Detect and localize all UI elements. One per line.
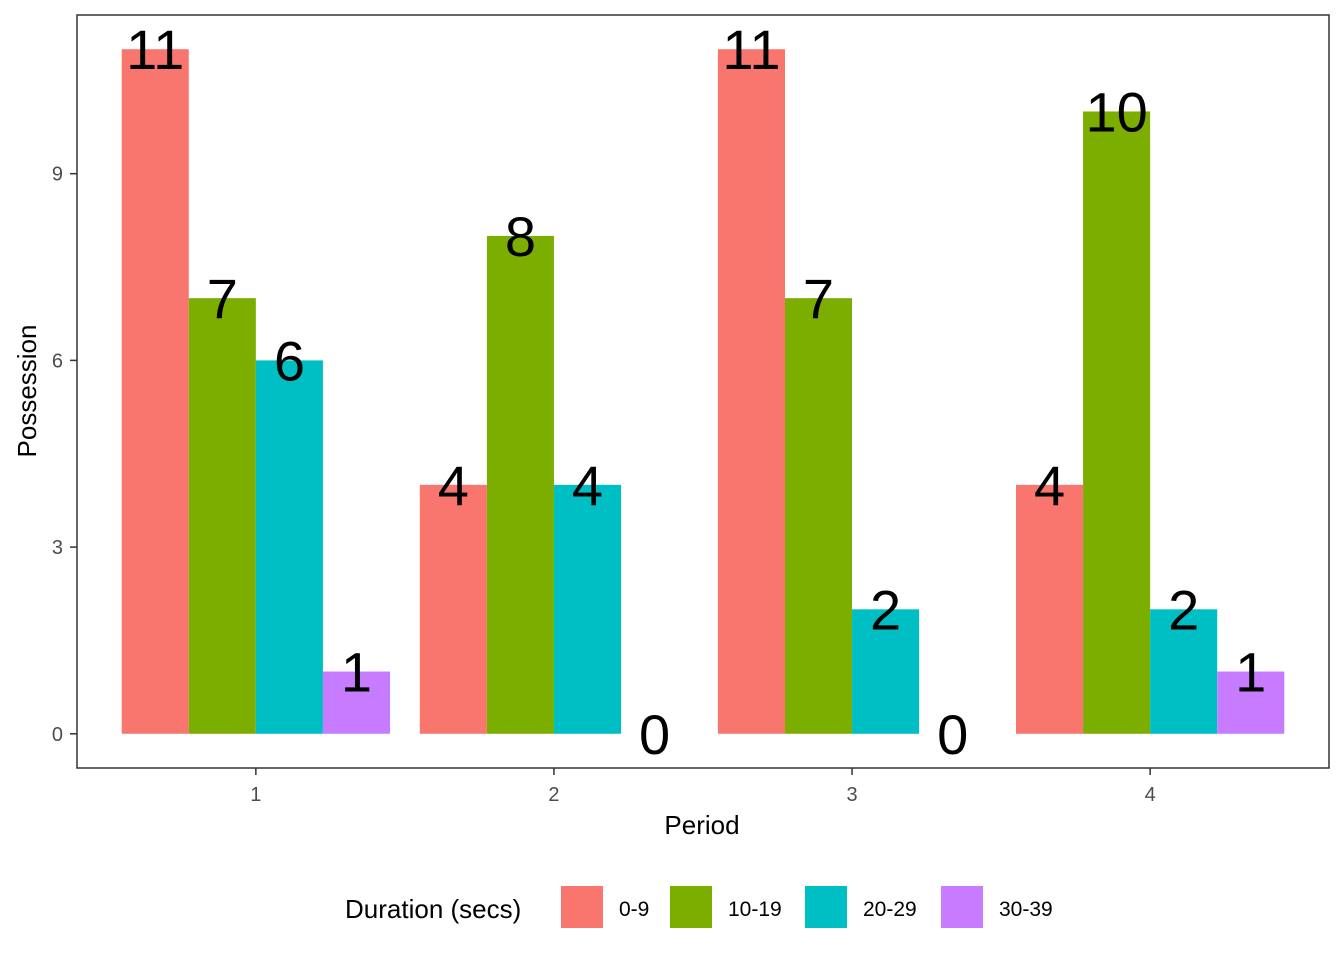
y-tick-label-9: 9 xyxy=(52,164,63,186)
bars-group xyxy=(121,49,1285,734)
data-label-period-1-0-9: 11 xyxy=(126,18,184,81)
bar-period-3-20-29 xyxy=(852,609,920,734)
data-label-period-4-0-9: 4 xyxy=(1034,454,1065,517)
x-tick-label-1: 1 xyxy=(250,784,261,806)
legend-key-0-9 xyxy=(561,886,603,928)
data-label-period-1-20-29: 6 xyxy=(274,329,305,392)
legend-label-0-9: 0-9 xyxy=(619,898,649,921)
y-axis: 0 3 6 9 xyxy=(52,164,77,746)
data-label-period-4-30-39: 1 xyxy=(1235,641,1266,704)
x-axis-title: Period xyxy=(664,810,739,840)
bar-period-4-0-9 xyxy=(1016,484,1084,734)
y-tick-label-0: 0 xyxy=(52,724,63,746)
data-label-period-2-20-29: 4 xyxy=(572,454,603,517)
data-label-period-1-10-19: 7 xyxy=(207,267,238,330)
bar-period-2-0-9 xyxy=(419,484,487,734)
y-tick-label-3: 3 xyxy=(52,537,63,559)
bar-period-3-10-19 xyxy=(784,298,853,734)
legend-label-30-39: 30-39 xyxy=(999,898,1053,921)
x-tick-label-2: 2 xyxy=(548,784,559,806)
data-label-period-2-10-19: 8 xyxy=(505,205,536,268)
bar-period-1-0-9 xyxy=(121,49,189,734)
bar-period-3-0-9 xyxy=(717,49,785,734)
data-label-period-4-20-29: 2 xyxy=(1168,578,1199,641)
y-tick-label-6: 6 xyxy=(52,350,63,372)
legend-key-30-39 xyxy=(941,886,983,928)
x-tick-label-3: 3 xyxy=(846,784,857,806)
bar-period-1-10-19 xyxy=(188,298,256,734)
data-label-period-2-30-39: 0 xyxy=(639,703,670,766)
data-label-period-3-30-39: 0 xyxy=(937,703,968,766)
data-label-period-3-10-19: 7 xyxy=(803,267,834,330)
data-label-period-4-10-19: 10 xyxy=(1085,80,1147,143)
legend-title: Duration (secs) xyxy=(345,894,521,924)
x-axis: 1 2 3 4 xyxy=(250,768,1156,806)
legend-key-20-29 xyxy=(805,886,847,928)
bar-period-4-20-29 xyxy=(1150,609,1218,734)
legend-key-10-19 xyxy=(670,886,712,928)
data-label-period-3-0-9: 11 xyxy=(722,18,780,81)
bar-period-2-20-29 xyxy=(553,484,622,734)
x-tick-label-4: 4 xyxy=(1145,784,1156,806)
bar-period-4-10-19 xyxy=(1083,111,1151,734)
legend-label-10-19: 10-19 xyxy=(728,898,782,921)
legend: Duration (secs) 0-9 10-19 20-29 30-39 xyxy=(345,886,1053,928)
bar-period-2-10-19 xyxy=(486,235,554,734)
bar-period-1-30-39 xyxy=(322,671,390,734)
bar-period-1-20-29 xyxy=(255,360,323,734)
y-axis-title: Possession xyxy=(12,325,42,458)
data-label-period-1-30-39: 1 xyxy=(341,641,372,704)
bar-period-4-30-39 xyxy=(1217,671,1285,734)
data-label-period-2-0-9: 4 xyxy=(438,454,469,517)
legend-label-20-29: 20-29 xyxy=(863,898,917,921)
data-label-period-3-20-29: 2 xyxy=(870,578,901,641)
